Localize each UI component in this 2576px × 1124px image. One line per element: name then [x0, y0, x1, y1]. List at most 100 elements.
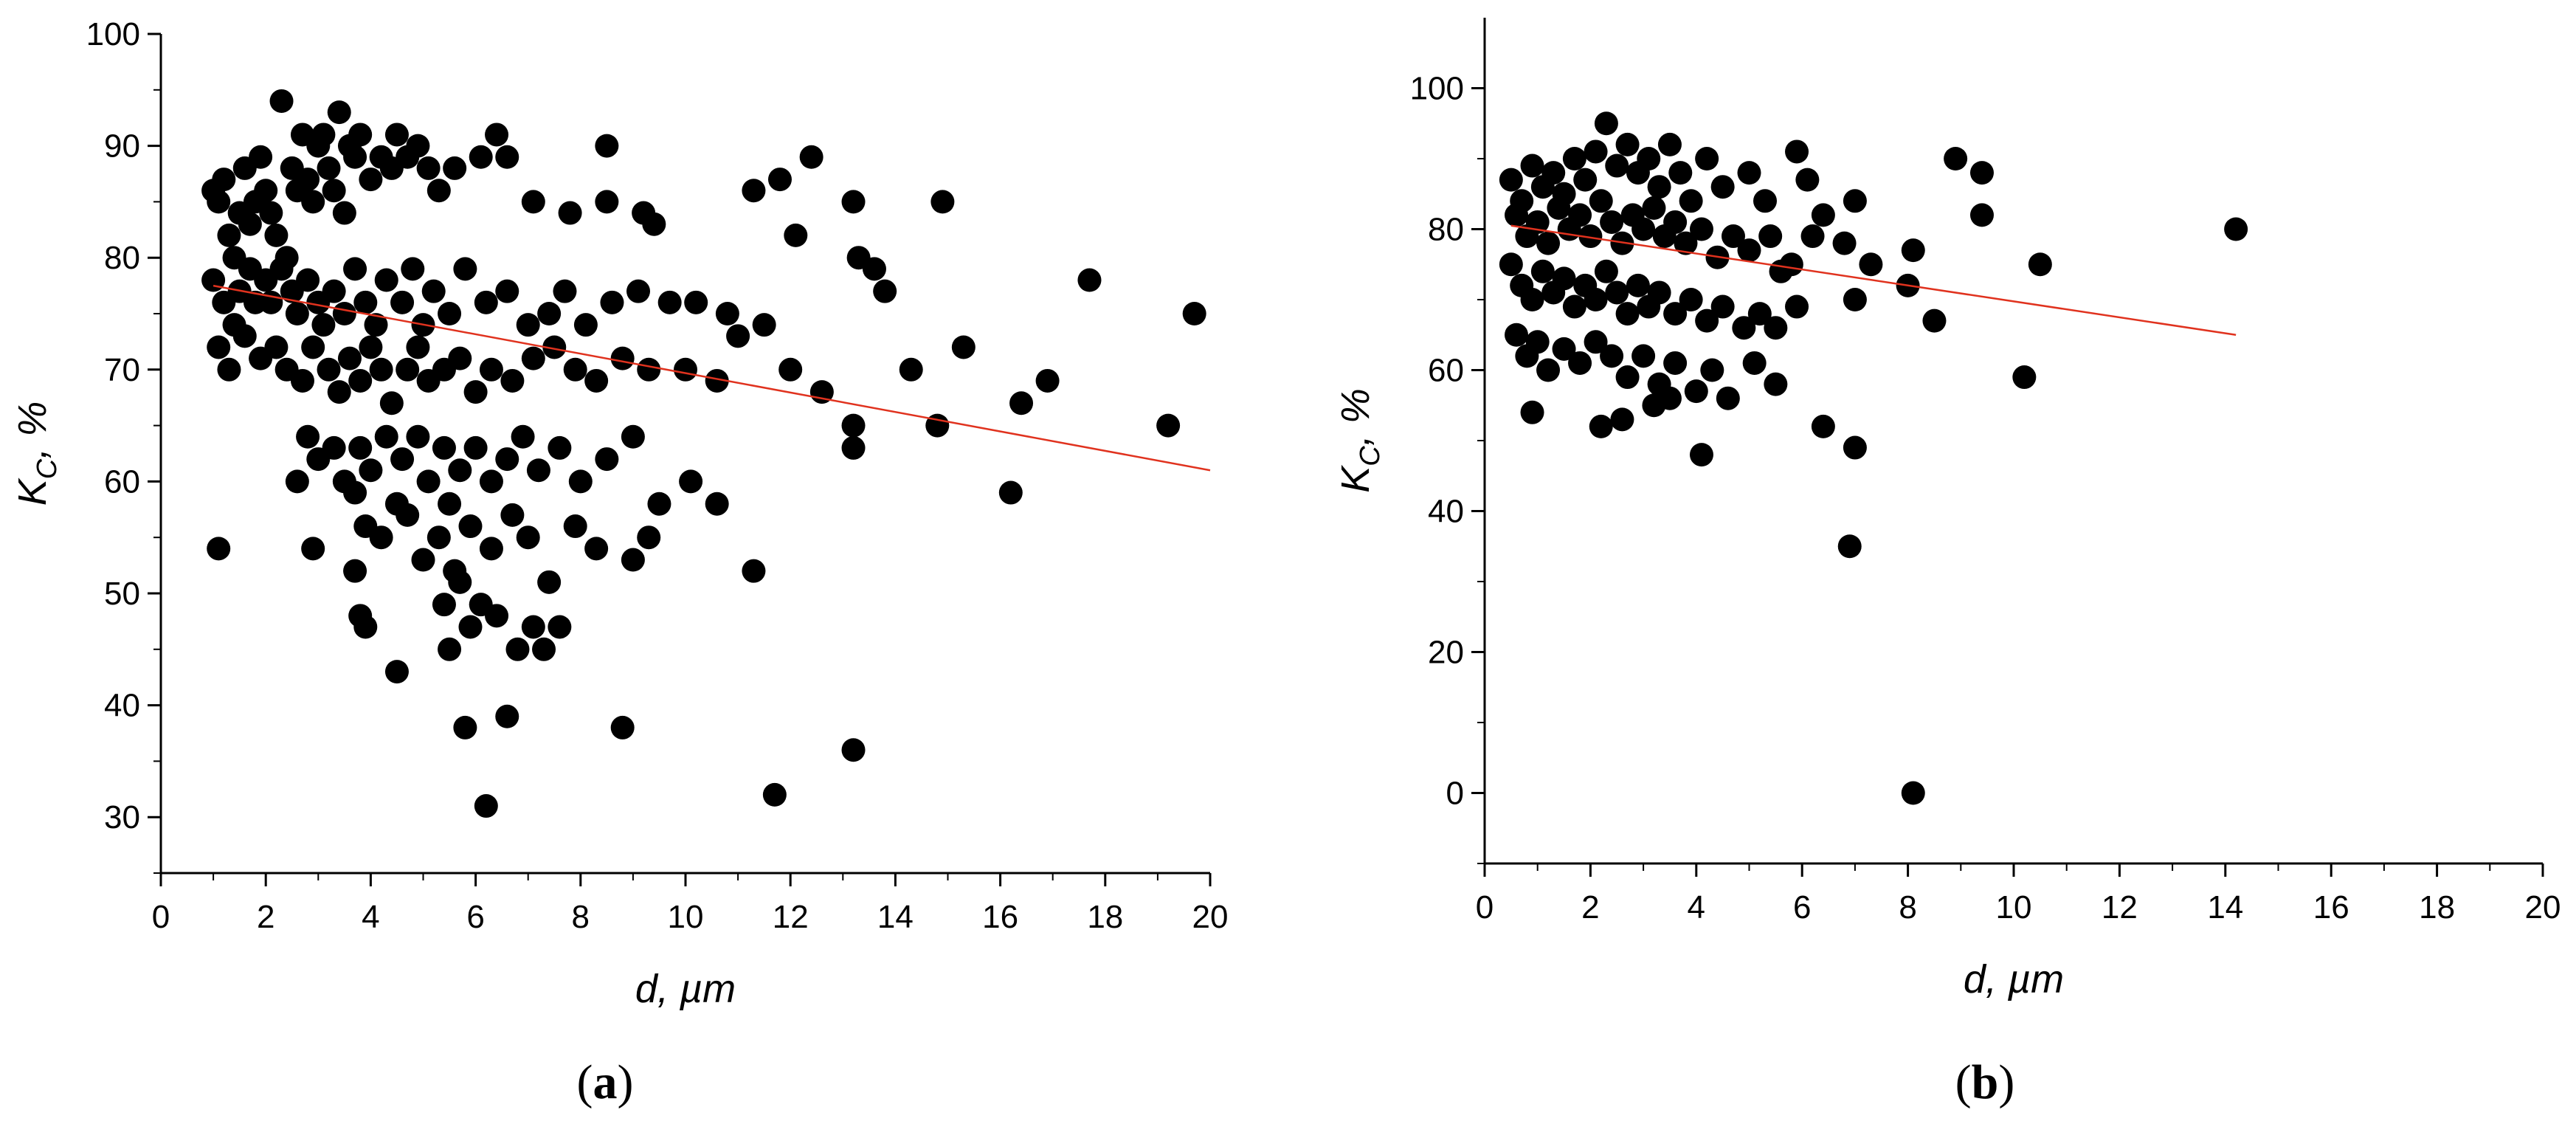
data-point — [1657, 132, 1682, 156]
data-point — [621, 424, 645, 449]
data-point — [1843, 435, 1867, 460]
x-tick-label: 4 — [362, 899, 379, 935]
data-point — [1520, 154, 1544, 178]
data-point — [463, 380, 488, 404]
y-tick-label: 80 — [1428, 212, 1464, 248]
x-tick-label: 6 — [1793, 889, 1811, 925]
data-point — [799, 145, 823, 169]
data-point — [752, 313, 776, 337]
x-tick-label: 16 — [982, 899, 1018, 935]
y-tick-label: 100 — [1410, 71, 1464, 107]
data-point — [296, 424, 320, 449]
y-axis-title-main: K — [1333, 465, 1378, 493]
data-point — [600, 290, 624, 314]
data-point — [1710, 294, 1735, 319]
data-point — [416, 469, 441, 494]
y-tick-label: 60 — [1428, 353, 1464, 389]
data-point — [1684, 379, 1708, 404]
data-point — [453, 257, 477, 281]
data-point — [311, 313, 336, 337]
data-point — [841, 190, 866, 214]
data-point — [374, 424, 398, 449]
data-point — [767, 168, 792, 192]
data-point — [1499, 168, 1523, 192]
data-point — [390, 290, 415, 314]
data-point — [626, 279, 651, 303]
y-tick-label: 90 — [104, 128, 140, 165]
data-point — [705, 492, 729, 516]
data-point — [1562, 147, 1586, 170]
data-point — [637, 357, 661, 382]
data-point — [1505, 203, 1529, 227]
data-point — [406, 335, 430, 359]
data-point — [1837, 534, 1862, 559]
data-point — [1568, 203, 1592, 227]
data-point — [317, 156, 341, 180]
data-point — [516, 525, 540, 550]
data-point — [1753, 189, 1778, 213]
data-point — [778, 357, 803, 382]
data-point — [359, 458, 383, 483]
y-axis-title-subscript: C — [32, 458, 63, 479]
data-point — [1732, 316, 1756, 340]
data-point — [343, 257, 367, 281]
data-point — [1584, 330, 1608, 354]
data-point — [1499, 252, 1523, 277]
data-point — [384, 660, 409, 684]
data-point — [1584, 288, 1608, 311]
data-point — [705, 368, 729, 393]
data-point — [212, 168, 236, 192]
data-point — [348, 368, 373, 393]
x-tick-label: 0 — [152, 899, 170, 935]
x-axis-title: d, µm — [1964, 957, 2064, 1001]
data-point — [532, 637, 556, 661]
chart-panel-b: 0 2 4 6 8 10 12 14 16 18 20 0 20 40 60 80 100 d, µm KC, % (… — [1333, 18, 2561, 1109]
data-point — [1689, 217, 1713, 241]
y-axis-title: KC, % — [1333, 388, 1386, 493]
data-point — [1647, 175, 1671, 199]
data-point — [500, 368, 525, 393]
data-point — [301, 190, 325, 214]
data-point — [1969, 203, 1994, 227]
data-point — [322, 435, 346, 460]
data-point — [1594, 259, 1618, 283]
data-point — [526, 458, 550, 483]
data-point — [1525, 330, 1550, 354]
data-point — [1584, 139, 1608, 164]
data-point — [311, 123, 336, 147]
data-point — [521, 615, 545, 639]
data-point — [679, 469, 703, 494]
data-point — [1009, 391, 1034, 416]
data-point — [495, 447, 519, 472]
data-point — [521, 346, 545, 370]
data-point — [1605, 280, 1629, 305]
y-tick-label: 70 — [104, 352, 140, 388]
data-point — [715, 302, 739, 325]
chart-panel-a: 0 2 4 6 8 10 12 14 16 18 20 30 40 50 60 70 80 90 100 d, µm K… — [10, 16, 1228, 1109]
data-point — [1631, 344, 1656, 368]
data-point — [427, 525, 451, 550]
x-tick-label: 10 — [668, 899, 704, 935]
data-point — [742, 179, 766, 203]
trend-line — [213, 284, 1211, 472]
y-tick-label: 100 — [86, 16, 140, 52]
data-point — [584, 368, 609, 393]
data-point — [1695, 147, 1719, 170]
data-point — [542, 335, 567, 359]
x-tick-label: 2 — [257, 899, 274, 935]
data-point — [285, 469, 309, 494]
data-point — [841, 435, 866, 460]
data-point — [264, 223, 289, 247]
data-point — [448, 346, 472, 370]
trend-line — [1510, 224, 2237, 336]
data-point — [1695, 308, 1719, 333]
data-point — [1811, 414, 1835, 438]
data-point — [1594, 111, 1618, 136]
data-point — [841, 413, 866, 438]
data-point — [290, 368, 314, 393]
data-point — [621, 548, 645, 572]
data-point — [998, 480, 1023, 505]
data-point — [396, 503, 420, 527]
panel-label: (a) — [577, 1055, 634, 1109]
x-tick-label: 18 — [1087, 899, 1123, 935]
